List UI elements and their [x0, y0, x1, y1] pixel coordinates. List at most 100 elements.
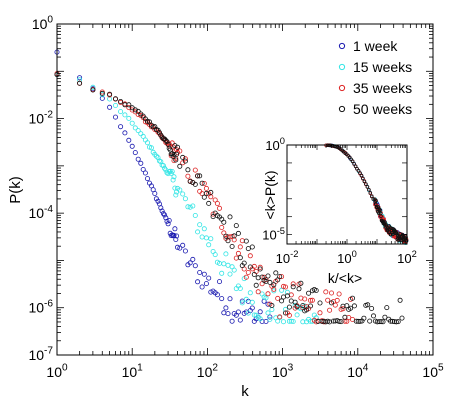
series-4-point	[221, 219, 227, 225]
legend-label: 35 weeks	[353, 80, 412, 96]
series-1-point	[171, 232, 177, 238]
series-2-point	[197, 222, 203, 228]
series-1-point	[180, 242, 186, 248]
series-1-point	[201, 271, 207, 277]
series-2-point	[223, 251, 229, 257]
inset-x-tick-label: 10-2	[276, 249, 299, 266]
inset-y-axis-label: <k>P(k)	[262, 170, 278, 219]
series-3-point	[135, 112, 141, 118]
series-1-point	[174, 244, 180, 250]
series-1-point	[225, 311, 231, 317]
series-4-point	[201, 194, 207, 200]
series-3-point	[182, 156, 188, 162]
series-2-point	[129, 120, 135, 126]
y-tick-label: 10-7	[28, 346, 53, 363]
series-4-point	[180, 154, 186, 160]
inset-point	[350, 159, 355, 163]
series-1-point	[192, 263, 198, 269]
series-2-point	[135, 128, 141, 134]
series-4-point	[132, 107, 138, 113]
series-3-point	[208, 194, 214, 200]
inset-y-tick-label: 100	[265, 136, 285, 153]
series-4-point	[185, 167, 191, 173]
inset-point	[374, 199, 378, 203]
legend-marker	[338, 105, 346, 113]
series-4-point	[163, 137, 169, 143]
series-2-point	[138, 131, 144, 137]
series-1-point	[206, 275, 212, 281]
series-1-point	[219, 296, 225, 302]
series-2-point	[265, 310, 271, 316]
series-2-point	[144, 140, 150, 146]
series-3-point	[328, 290, 334, 296]
series-4-point	[174, 144, 180, 150]
series-2-point	[247, 290, 253, 296]
series-3-point	[275, 295, 281, 301]
series-4-point	[395, 319, 401, 325]
series-2-point	[280, 319, 286, 325]
series-2-point	[201, 226, 207, 232]
series-3-point	[302, 296, 308, 302]
series-3-point	[255, 289, 261, 295]
series-2-point	[187, 204, 193, 210]
series-2-point	[170, 177, 176, 183]
series-1-point	[113, 114, 119, 120]
series-4-point	[173, 157, 179, 163]
inset-point	[364, 182, 368, 186]
series-4-point	[197, 173, 203, 179]
series-2-point	[231, 267, 237, 273]
inset-point	[358, 171, 362, 175]
series-2-point	[208, 236, 214, 242]
series-1-point	[229, 318, 235, 324]
series-3-point	[332, 302, 338, 308]
series-3-point	[99, 89, 105, 95]
series-2-point	[212, 252, 218, 258]
series-4-point	[164, 139, 170, 145]
series-4-point	[348, 305, 354, 311]
series-4-point	[255, 275, 261, 281]
series-3-point	[290, 281, 296, 287]
series-2-point	[190, 203, 196, 209]
inset-y-tick-labels: 100 10-5	[262, 136, 285, 242]
x-axis-label: k	[241, 383, 249, 400]
series-3-point	[192, 167, 198, 173]
series-4-point	[307, 303, 313, 309]
series-2-point	[227, 271, 233, 277]
series-3-point	[257, 264, 263, 270]
series-2-point	[269, 307, 275, 313]
series-4-point	[195, 173, 201, 179]
inset-point	[371, 197, 376, 201]
series-4-point	[245, 246, 251, 252]
series-4-point	[182, 158, 188, 164]
series-2-point	[113, 103, 119, 109]
y-tick-label: 10-4	[28, 204, 53, 221]
legend-marker	[338, 84, 346, 92]
series-3-point	[212, 197, 218, 203]
series-3-point	[148, 124, 154, 130]
series-4-point	[192, 181, 198, 187]
series-1-point	[239, 298, 245, 304]
series-3-point	[203, 185, 209, 191]
series-2-point	[237, 285, 243, 291]
series-3-point	[265, 291, 271, 297]
series-4-point	[279, 298, 285, 304]
series-3-point	[231, 237, 237, 243]
series-4-point	[265, 273, 271, 279]
series-4-point	[113, 96, 119, 102]
series-1-point	[235, 309, 241, 315]
main-points	[54, 49, 405, 325]
series-2-point	[239, 300, 245, 306]
series-4-point	[223, 233, 229, 239]
series-2-point	[294, 312, 300, 318]
y-tick-label: 10-2	[28, 109, 53, 126]
series-2-point	[153, 153, 159, 159]
series-1-point	[129, 143, 135, 149]
series-4-point	[336, 318, 342, 324]
series-2-point	[225, 262, 231, 268]
series-2-point	[140, 133, 146, 139]
x-tick-label: 104	[347, 363, 369, 380]
series-4-point	[135, 108, 141, 114]
series-2-point	[219, 270, 225, 276]
series-1-point	[173, 236, 179, 242]
series-3-point	[185, 173, 191, 179]
